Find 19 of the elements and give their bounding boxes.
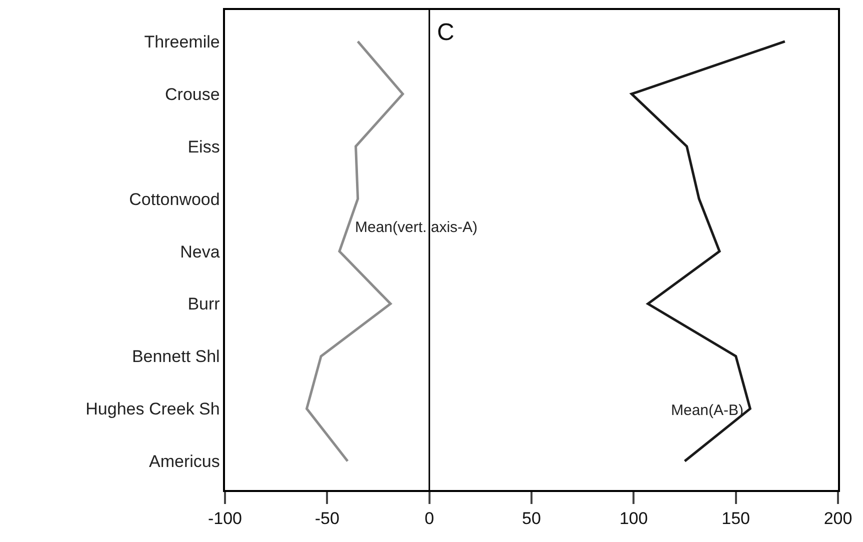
- y-tick-label: Threemile: [144, 32, 220, 52]
- y-tick-label: Hughes Creek Sh: [86, 400, 220, 419]
- series-label: Mean(vert. axis-A): [355, 219, 478, 236]
- series-label: Mean(A-B): [671, 402, 744, 419]
- y-tick-label: Americus: [148, 452, 220, 472]
- x-tick-label: 150: [722, 509, 750, 528]
- x-tick-label: -50: [314, 509, 340, 528]
- x-tick-label: 50: [522, 509, 541, 528]
- x-tick-label: 0: [424, 509, 434, 528]
- y-tick-label: Neva: [180, 242, 220, 262]
- y-tick-label: Cottonwood: [129, 190, 220, 209]
- x-tick-label: -100: [208, 509, 242, 528]
- y-tick-label: Bennett Shl: [132, 347, 220, 366]
- x-tick-label: 200: [824, 509, 852, 528]
- y-tick-label: Burr: [188, 294, 220, 314]
- annotation: C: [437, 19, 454, 46]
- y-tick-label: Eiss: [188, 137, 220, 156]
- x-tick-label: 100: [619, 509, 648, 528]
- y-tick-label: Crouse: [165, 84, 220, 104]
